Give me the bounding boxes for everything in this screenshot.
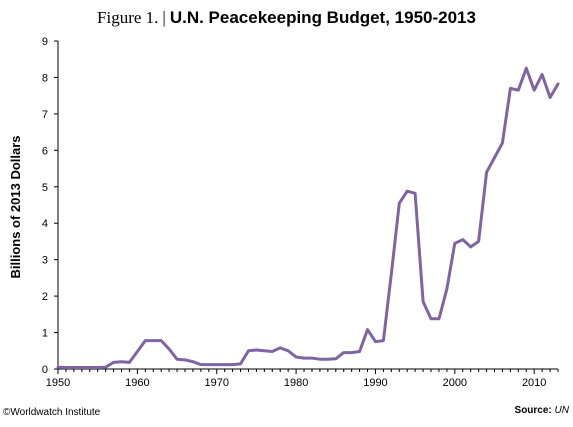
chart-title: Figure 1. | U.N. Peacekeeping Budget, 1950…: [0, 8, 573, 28]
y-tick-label: 6: [42, 145, 48, 157]
title-text: U.N. Peacekeeping Budget, 1950-2013: [169, 8, 476, 27]
y-axis-ticks: 0 1 2 3 4 5 6 7 8 9: [42, 36, 58, 376]
x-tick-label: 1980: [284, 377, 308, 389]
x-tick-label: 1960: [125, 377, 149, 389]
x-tick-label: 1990: [363, 377, 387, 389]
y-tick-label: 8: [42, 72, 48, 84]
y-tick-label: 3: [42, 255, 48, 267]
y-tick-label: 5: [42, 182, 48, 194]
y-tick-label: 0: [42, 364, 48, 376]
source-note: Source: UN: [515, 405, 569, 416]
source-value: UN: [554, 405, 569, 416]
y-axis-label: Billions of 2013 Dollars: [8, 135, 23, 278]
y-tick-label: 9: [42, 36, 48, 48]
series-line: [56, 66, 560, 369]
figure-number: Figure 1.: [97, 8, 159, 27]
x-tick-label: 1970: [204, 377, 228, 389]
y-tick-label: 4: [42, 218, 48, 230]
x-axis-ticks: 1950 1960 1970 1980 1990 2000 2010: [46, 369, 559, 389]
x-tick-label: 2010: [522, 377, 546, 389]
x-tick-label: 1950: [46, 377, 70, 389]
source-label: Source:: [514, 405, 552, 416]
credit-text: ©Worldwatch Institute: [3, 407, 101, 418]
x-tick-label: 2000: [443, 377, 467, 389]
title-separator: |: [162, 8, 166, 27]
y-tick-label: 7: [42, 109, 48, 121]
y-tick-label: 1: [42, 328, 48, 340]
series-group: [56, 66, 560, 369]
axes: [57, 41, 558, 370]
y-tick-label: 2: [42, 291, 48, 303]
